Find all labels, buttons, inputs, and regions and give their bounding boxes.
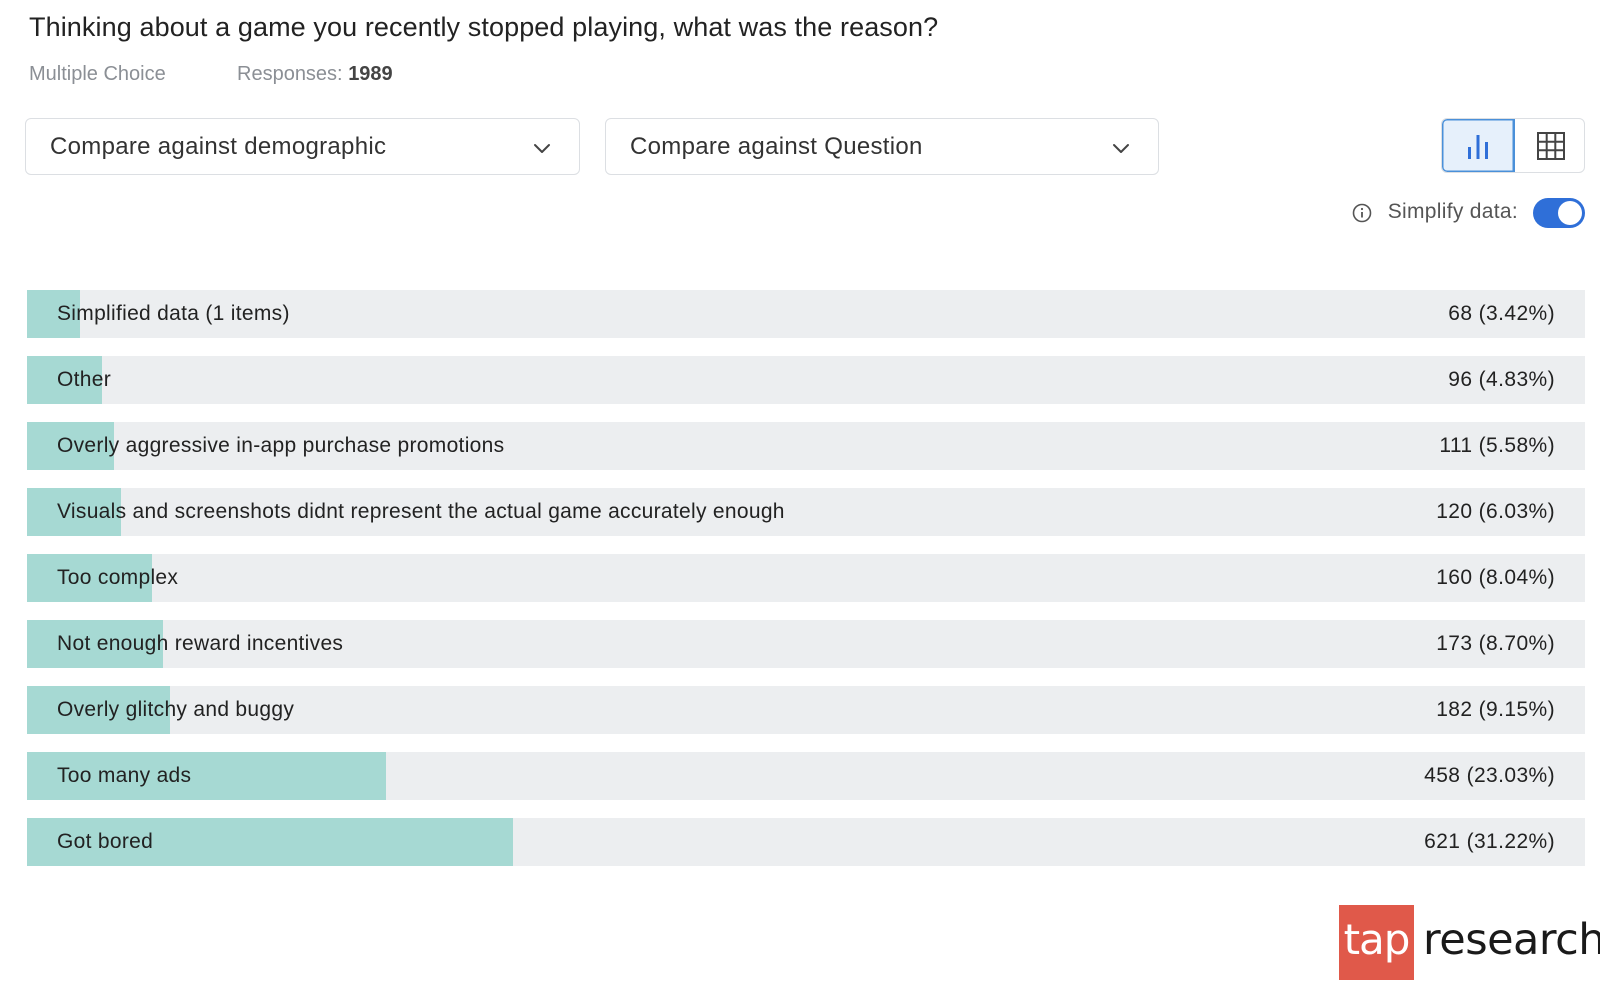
response-bar: [27, 752, 386, 800]
chevron-down-icon: [1113, 144, 1129, 153]
responses-value: 1989: [348, 63, 393, 85]
response-value: 458 (23.03%): [1424, 764, 1555, 787]
response-label: Too many ads: [57, 764, 192, 787]
question-type: Multiple Choice: [29, 63, 166, 85]
response-row: Got bored 621 (31.22%): [27, 818, 1585, 866]
response-value: 111 (5.58%): [1439, 434, 1555, 457]
response-label: Not enough reward incentives: [57, 632, 344, 655]
response-bar: [27, 818, 514, 866]
response-row: Too complex 160 (8.04%): [27, 554, 1585, 602]
response-bar: [27, 356, 103, 404]
response-label: Simplified data (1 items): [57, 302, 290, 325]
response-bar: [27, 620, 163, 668]
response-bar: [27, 290, 81, 338]
responses-count: Responses: 1989: [237, 63, 393, 86]
table-grid-icon: [1537, 132, 1565, 160]
logo-wordmark: research: [1423, 915, 1600, 965]
response-value: 182 (9.15%): [1436, 698, 1555, 721]
chevron-down-icon: [534, 144, 550, 153]
response-value: 160 (8.04%): [1436, 566, 1555, 589]
response-value: 173 (8.70%): [1436, 632, 1555, 655]
response-value: 120 (6.03%): [1436, 500, 1555, 523]
response-label: Visuals and screenshots didnt represent …: [57, 500, 785, 523]
response-label: Other: [57, 368, 112, 391]
response-label: Overly aggressive in-app purchase promot…: [57, 434, 505, 457]
response-row: Simplified data (1 items) 68 (3.42%): [27, 290, 1585, 338]
simplify-data-control: Simplify data:: [1325, 196, 1585, 228]
question-meta: Multiple Choice Responses: 1989: [29, 63, 393, 86]
response-value: 68 (3.42%): [1448, 302, 1555, 325]
response-value: 96 (4.83%): [1448, 368, 1555, 391]
logo-badge: tap: [1339, 905, 1414, 980]
bar-chart-view-button[interactable]: [1442, 119, 1515, 172]
responses-label: Responses:: [237, 63, 343, 85]
compare-demographic-label: Compare against demographic: [50, 133, 387, 160]
response-bar: [27, 488, 121, 536]
question-title: Thinking about a game you recently stopp…: [29, 12, 939, 42]
response-bar: [27, 686, 170, 734]
response-bar: [27, 554, 153, 602]
response-label: Got bored: [57, 830, 154, 853]
response-row: Visuals and screenshots didnt represent …: [27, 488, 1585, 536]
bar-chart-icon: [1468, 135, 1488, 159]
response-row: Overly glitchy and buggy 182 (9.15%): [27, 686, 1585, 734]
response-value: 621 (31.22%): [1424, 830, 1555, 853]
response-bar: [27, 422, 114, 470]
view-toggle: [1441, 118, 1585, 173]
response-label: Too complex: [57, 566, 179, 589]
info-icon[interactable]: [1352, 203, 1372, 223]
response-row: Too many ads 458 (23.03%): [27, 752, 1585, 800]
compare-demographic-dropdown[interactable]: Compare against demographic: [25, 118, 580, 175]
response-row: Other 96 (4.83%): [27, 356, 1585, 404]
response-bar-chart: Simplified data (1 items) 68 (3.42%) Other…: [27, 290, 1585, 884]
response-label: Overly glitchy and buggy: [57, 698, 295, 721]
compare-question-label: Compare against Question: [630, 133, 923, 160]
toggle-knob: [1558, 201, 1582, 225]
response-row: Not enough reward incentives 173 (8.70%): [27, 620, 1585, 668]
response-row: Overly aggressive in-app purchase promot…: [27, 422, 1585, 470]
compare-question-dropdown[interactable]: Compare against Question: [605, 118, 1159, 175]
table-view-button[interactable]: [1514, 119, 1584, 172]
simplify-data-label: Simplify data:: [1387, 200, 1518, 223]
simplify-data-toggle[interactable]: [1533, 198, 1585, 228]
